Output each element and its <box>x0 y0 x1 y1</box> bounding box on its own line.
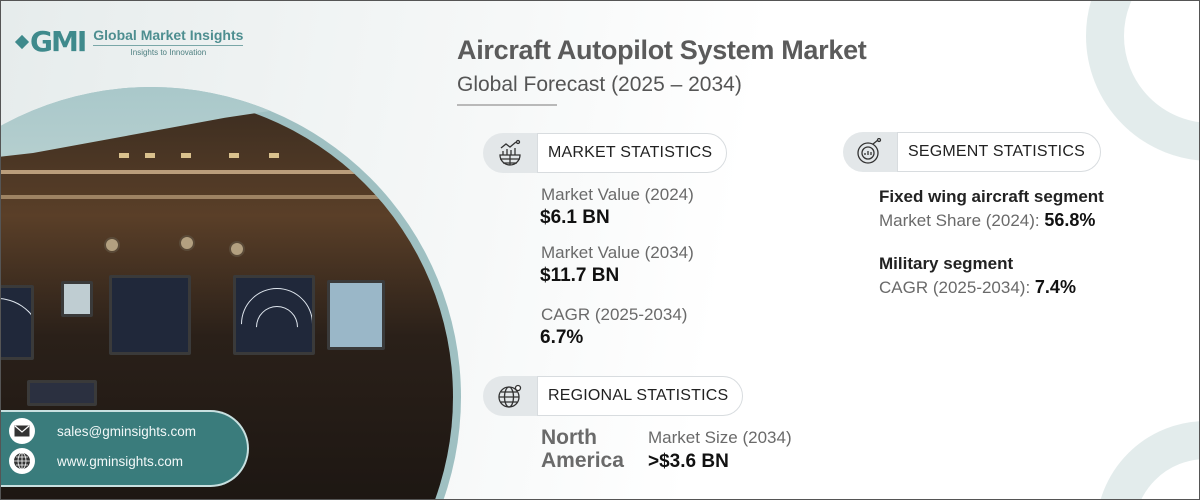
logo-diamond-icon <box>14 34 30 49</box>
subtitle-underline <box>457 104 557 106</box>
stat-value-cagr: 6.7% <box>540 327 584 348</box>
decorative-ring-bottom <box>1096 421 1199 499</box>
region-value: >$3.6 BN <box>648 451 729 472</box>
stat-value-2034: $11.7 BN <box>540 265 620 286</box>
region-name-line1: North <box>541 426 597 449</box>
regional-statistics-title: REGIONAL STATISTICS <box>537 376 743 416</box>
market-statistics-title: MARKET STATISTICS <box>537 133 727 173</box>
logo-gmi-text: GMI <box>30 25 87 58</box>
segment-military-value: 7.4% <box>1034 277 1076 297</box>
region-name-line2: America <box>541 449 624 472</box>
decorative-ring-top <box>1086 1 1199 161</box>
page-title: Aircraft Autopilot System Market <box>457 35 867 65</box>
segment-fixed-wing-label: Market Share (2024): <box>879 211 1040 230</box>
email-link[interactable]: sales@gminsights.com <box>57 423 197 439</box>
segment-military-label: CAGR (2025-2034): <box>879 278 1031 297</box>
segment-military-line: CAGR (2025-2034): 7.4% <box>879 277 1076 298</box>
stat-label-cagr: CAGR (2025-2034) <box>541 305 688 324</box>
segment-fixed-wing-title: Fixed wing aircraft segment <box>879 187 1104 206</box>
region-name: North America <box>541 426 624 472</box>
segment-chart-icon <box>843 132 897 172</box>
segment-military-title: Military segment <box>879 254 1014 273</box>
brand-tagline: Insights to Innovation <box>130 47 207 57</box>
logo-mark: GMI <box>14 25 87 58</box>
page-subtitle: Global Forecast (2025 – 2034) <box>457 73 742 96</box>
email-row[interactable]: sales@gminsights.com <box>9 418 196 444</box>
website-link[interactable]: www.gminsights.com <box>57 453 184 469</box>
stat-label-2034: Market Value (2034) <box>541 243 694 262</box>
globe-pin-icon <box>483 376 537 416</box>
gmi-logo: GMI Global Market Insights Insights to I… <box>14 25 244 58</box>
region-label: Market Size (2034) <box>648 428 792 447</box>
chart-globe-icon <box>483 133 537 173</box>
regional-statistics-header: REGIONAL STATISTICS <box>483 376 743 416</box>
segment-fixed-wing-value: 56.8% <box>1044 210 1096 230</box>
segment-fixed-wing-line: Market Share (2024): 56.8% <box>879 210 1095 231</box>
segment-statistics-title: SEGMENT STATISTICS <box>897 132 1101 172</box>
stat-label-2024: Market Value (2024) <box>541 185 694 204</box>
mail-icon <box>9 418 35 444</box>
globe-icon <box>9 448 35 474</box>
market-statistics-header: MARKET STATISTICS <box>483 133 727 173</box>
brand-name: Global Market Insights <box>93 27 244 46</box>
website-row[interactable]: www.gminsights.com <box>9 448 183 474</box>
contact-panel: sales@gminsights.com www.gminsights.com <box>1 410 249 487</box>
stat-value-2024: $6.1 BN <box>540 207 610 228</box>
segment-statistics-header: SEGMENT STATISTICS <box>843 132 1101 172</box>
